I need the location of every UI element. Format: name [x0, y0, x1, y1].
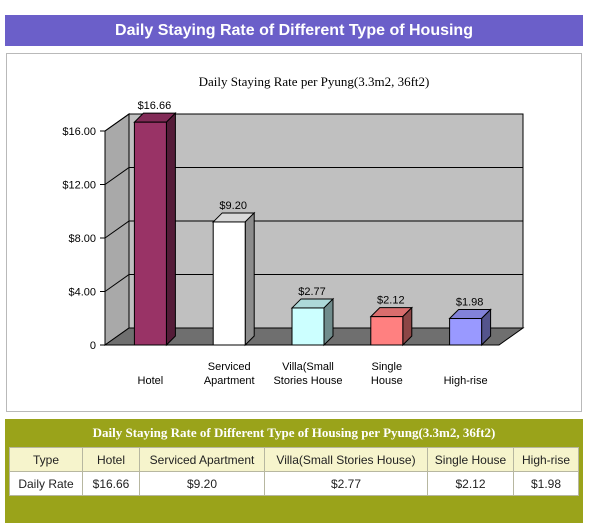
table-title: Daily Staying Rate of Different Type of …	[92, 425, 496, 440]
x-tick-label: Villa(Small	[282, 361, 334, 373]
chart-panel: Daily Staying Rate per Pyung(3.3m2, 36ft…	[6, 53, 582, 412]
bar	[370, 316, 404, 346]
value-cell: $2.77	[264, 471, 428, 496]
data-label: $2.77	[298, 286, 326, 298]
bar-side	[165, 111, 176, 347]
rate-table-panel: Daily Staying Rate of Different Type of …	[5, 419, 583, 523]
x-tick-label: Apartment	[204, 375, 255, 387]
x-tick-label: Stories House	[273, 375, 342, 387]
header-cell: Serviced Apartment	[139, 447, 265, 472]
page-banner: Daily Staying Rate of Different Type of …	[5, 15, 583, 46]
bar	[212, 221, 246, 346]
bar-side	[244, 211, 255, 347]
row-label-cell: Daily Rate	[9, 471, 83, 496]
chart-title: Daily Staying Rate per Pyung(3.3m2, 36ft…	[199, 74, 430, 89]
value-cell: $1.98	[513, 471, 579, 496]
header-cell: High-rise	[513, 447, 579, 472]
value-cell: $2.12	[427, 471, 514, 496]
value-cell: $9.20	[139, 471, 265, 496]
data-label: $2.12	[377, 295, 405, 307]
bar	[291, 307, 325, 346]
x-tick-label: Hotel	[138, 375, 164, 387]
x-tick-label: Serviced	[208, 361, 251, 373]
data-label: $16.66	[138, 100, 172, 112]
gridline	[104, 167, 130, 185]
x-tick-label: House	[371, 375, 403, 387]
table-header-row: Type Hotel Serviced Apartment Villa(Smal…	[9, 447, 579, 472]
y-tick-label: $4.00	[68, 287, 96, 299]
gridline	[104, 113, 130, 132]
table-row: Daily Rate $16.66 $9.20 $2.77 $2.12 $1.9…	[9, 471, 579, 496]
bar	[449, 318, 483, 346]
y-tick-label: $8.00	[68, 233, 96, 245]
data-label: $1.98	[456, 297, 484, 309]
x-tick-label: High-rise	[444, 375, 488, 387]
y-tick-label: 0	[90, 340, 96, 352]
header-cell: Villa(Small Stories House)	[264, 447, 428, 472]
bar	[133, 121, 167, 346]
gridline	[104, 274, 130, 292]
y-tick-label: $12.00	[62, 180, 96, 192]
x-tick-label: Single	[372, 361, 403, 373]
header-cell: Type	[9, 447, 83, 472]
y-tick-label: $16.00	[62, 126, 96, 138]
rate-table: Type Hotel Serviced Apartment Villa(Smal…	[9, 447, 579, 496]
bar-chart: Daily Staying Rate per Pyung(3.3m2, 36ft…	[62, 74, 525, 387]
value-cell: $16.66	[82, 471, 140, 496]
header-cell: Hotel	[82, 447, 140, 472]
gridline	[104, 220, 130, 239]
data-label: $9.20	[219, 200, 247, 212]
banner-title: Daily Staying Rate of Different Type of …	[115, 22, 473, 39]
header-cell: Single House	[427, 447, 514, 472]
